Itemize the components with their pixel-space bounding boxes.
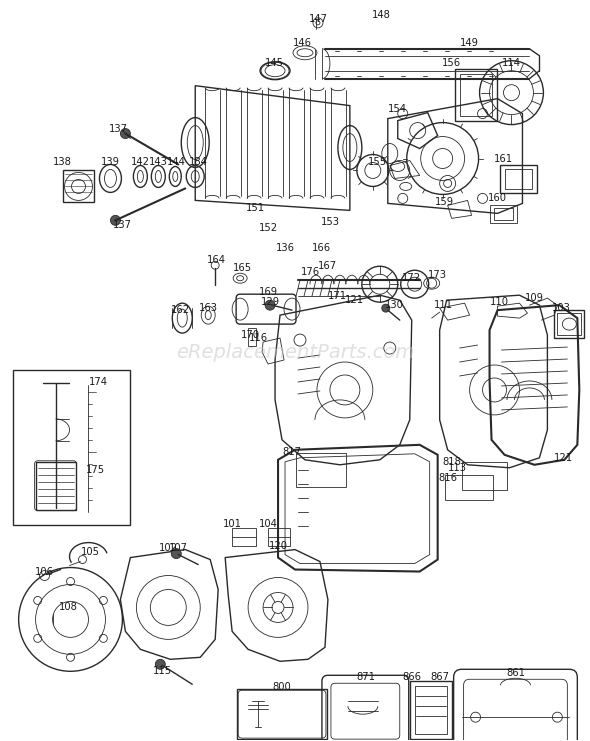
Text: 817: 817: [283, 447, 301, 456]
Text: 176: 176: [300, 268, 320, 277]
Text: 115: 115: [153, 666, 172, 677]
Bar: [268, 528, 290, 545]
Bar: [409, 681, 451, 739]
Text: 164: 164: [206, 255, 226, 265]
Text: 163: 163: [199, 303, 218, 313]
Bar: [232, 528, 256, 545]
Text: 101: 101: [222, 519, 242, 528]
Bar: [555, 310, 584, 338]
Text: 169: 169: [258, 288, 278, 297]
Bar: [237, 689, 327, 739]
Text: 138: 138: [53, 158, 72, 167]
Text: 156: 156: [442, 58, 461, 67]
Text: 160: 160: [488, 193, 507, 204]
Bar: [248, 328, 256, 346]
Text: 102: 102: [159, 542, 178, 553]
Text: 113: 113: [448, 463, 467, 473]
Text: 103: 103: [552, 303, 571, 313]
Bar: [35, 462, 76, 510]
Text: 161: 161: [494, 153, 513, 164]
Text: 159: 159: [435, 197, 454, 207]
Text: 800: 800: [273, 682, 291, 692]
Text: 116: 116: [248, 333, 268, 343]
Bar: [415, 686, 447, 734]
Bar: [455, 69, 497, 121]
Bar: [445, 475, 493, 499]
Text: 152: 152: [258, 223, 278, 233]
Text: 142: 142: [131, 158, 150, 167]
Text: 143: 143: [149, 158, 168, 167]
Text: 146: 146: [293, 38, 312, 47]
Text: 151: 151: [245, 203, 265, 213]
Text: 867: 867: [430, 672, 449, 682]
Bar: [500, 165, 537, 193]
Text: 147: 147: [309, 14, 327, 24]
Text: 110: 110: [490, 297, 509, 308]
Text: 114: 114: [502, 58, 521, 67]
Text: 166: 166: [312, 243, 332, 253]
Bar: [490, 205, 517, 223]
Text: 106: 106: [35, 567, 54, 576]
Text: 145: 145: [264, 58, 284, 67]
Text: 871: 871: [356, 672, 375, 682]
Text: 155: 155: [368, 158, 388, 167]
Text: 105: 105: [81, 547, 100, 556]
Circle shape: [155, 659, 165, 669]
Text: 175: 175: [86, 465, 105, 475]
Text: 104: 104: [258, 519, 277, 528]
Text: 107: 107: [169, 542, 188, 553]
Text: 121: 121: [554, 453, 573, 463]
Text: 111: 111: [434, 300, 453, 310]
Bar: [296, 453, 346, 487]
Text: 866: 866: [402, 672, 421, 682]
Text: 137: 137: [109, 124, 128, 133]
Circle shape: [382, 304, 390, 312]
Text: 148: 148: [372, 10, 391, 20]
Text: 129: 129: [261, 297, 280, 308]
Text: 149: 149: [460, 38, 479, 47]
Bar: [504, 170, 532, 190]
Text: 130: 130: [385, 300, 404, 310]
Circle shape: [110, 216, 120, 225]
Text: eReplacementParts.com: eReplacementParts.com: [176, 342, 414, 362]
Circle shape: [120, 129, 130, 139]
Text: 173: 173: [428, 270, 447, 280]
Text: 136: 136: [276, 243, 294, 253]
Text: 165: 165: [232, 263, 252, 273]
Text: 162: 162: [171, 305, 190, 315]
Text: 108: 108: [59, 602, 78, 613]
Text: 144: 144: [167, 158, 186, 167]
Text: 109: 109: [525, 293, 544, 303]
Text: 174: 174: [89, 377, 108, 387]
Text: 167: 167: [319, 262, 337, 271]
Bar: [493, 208, 513, 220]
Text: 137: 137: [113, 220, 132, 230]
Bar: [558, 313, 581, 335]
Text: 184: 184: [189, 158, 208, 167]
Bar: [460, 73, 491, 116]
Circle shape: [265, 300, 275, 310]
Text: 861: 861: [506, 668, 525, 678]
Text: 170: 170: [241, 330, 260, 340]
Text: 120: 120: [268, 541, 287, 551]
Text: 139: 139: [101, 158, 120, 167]
Bar: [63, 170, 94, 202]
Circle shape: [171, 548, 181, 559]
Bar: [461, 462, 506, 490]
Text: 818: 818: [442, 456, 461, 467]
Text: 121: 121: [345, 295, 365, 305]
Text: 154: 154: [388, 104, 407, 113]
Text: 172: 172: [402, 273, 421, 283]
Bar: [12, 370, 130, 525]
Text: 171: 171: [329, 291, 348, 301]
Text: 153: 153: [320, 217, 339, 227]
Text: 816: 816: [438, 473, 457, 482]
